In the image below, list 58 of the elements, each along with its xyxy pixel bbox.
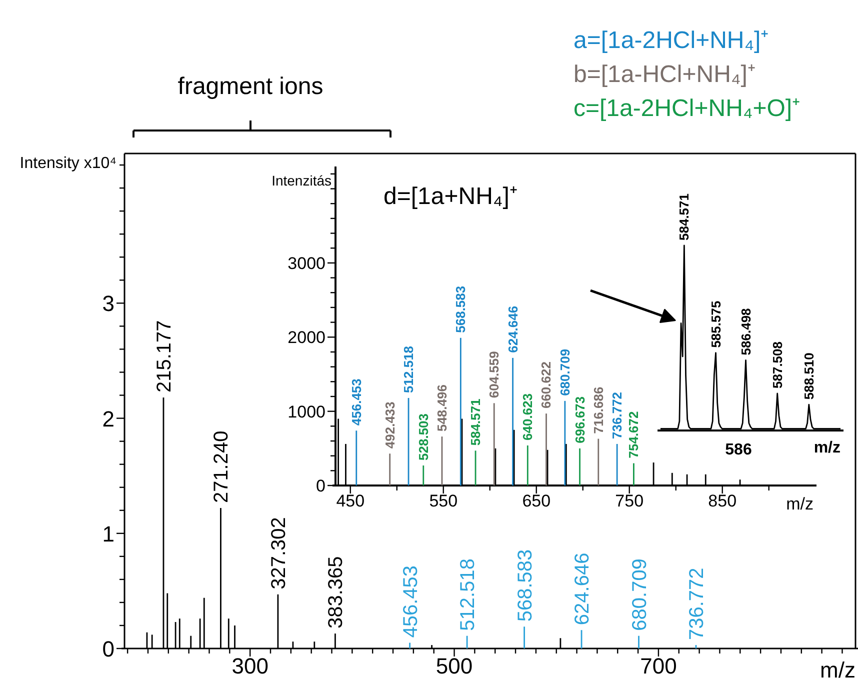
annotation: 640.623 (520, 393, 536, 440)
annotation: 456.453 (400, 565, 422, 638)
y-axis-title: Intensity x10⁴ (20, 155, 117, 172)
annotation: 585.575 (708, 300, 724, 348)
annotation: 584.571 (468, 398, 484, 446)
annotation: 215.177 (153, 320, 176, 393)
annotation: 584.571 (676, 194, 692, 240)
x-tick-label: 300 (232, 654, 268, 678)
annotation: 548.496 (434, 384, 450, 432)
text: a=[1a-2HCl+NH₄]⁺ (574, 27, 769, 54)
x-tick-label: 850 (708, 492, 737, 510)
x-tick-label: 450 (336, 492, 365, 510)
annotation: 624.646 (505, 306, 520, 353)
y-tick-label: 2 (102, 406, 115, 432)
annotation: 512.518 (401, 346, 416, 393)
annotation: 492.433 (382, 402, 398, 449)
y-tick-label: 3000 (288, 254, 326, 273)
y-tick-label: 0 (102, 636, 115, 662)
annotation: 568.583 (514, 549, 536, 622)
annotation: 604.559 (486, 351, 502, 398)
annotation: 528.503 (416, 413, 431, 460)
annotation: 716.686 (590, 386, 606, 434)
annotation: 327.302 (268, 517, 290, 590)
annotation: 736.772 (610, 392, 625, 439)
annotation: 680.709 (557, 348, 572, 396)
x-tick-label: 550 (429, 492, 458, 510)
annotation: 587.508 (770, 342, 785, 388)
x-tick-label: 650 (522, 492, 551, 510)
annotation: d=[1a+NH₄]⁺ (384, 183, 518, 210)
y-tick-label: 1 (102, 521, 115, 546)
annotation: 696.673 (572, 396, 588, 444)
annotation: 754.672 (626, 411, 642, 458)
annotation: 660.622 (538, 362, 554, 409)
annotation: 383.365 (325, 556, 348, 629)
y-tick-label: 2000 (288, 328, 326, 348)
annotation: 680.709 (628, 558, 651, 631)
x-tick-label: 750 (615, 492, 644, 510)
annotation: 736.772 (686, 568, 708, 640)
x-tick-label: 700 (640, 654, 677, 678)
text: b=[1a-HCl+NH₄]⁺ (574, 61, 756, 88)
y-tick-label: 3 (102, 291, 115, 316)
annotation: 271.240 (210, 430, 233, 504)
annotation: 456.453 (348, 378, 364, 426)
x-axis-title: m/z (814, 440, 840, 456)
x-axis-title: m/z (820, 658, 856, 682)
text: c=[1a-2HCl+NH₄+O]⁺ (574, 95, 800, 122)
x-tick-label: 500 (436, 654, 473, 678)
annotation: 512.518 (457, 558, 480, 631)
y-tick-label: 0 (316, 476, 326, 496)
annotation: 588.510 (801, 352, 816, 400)
text: fragment ions (178, 73, 324, 100)
annotation: 586.498 (738, 308, 754, 356)
annotation: 586 (725, 442, 752, 458)
x-axis-title: m/z (786, 494, 814, 514)
annotation: 568.583 (453, 286, 468, 333)
annotation: 624.646 (572, 552, 594, 626)
y-axis-title: Intenzitás (272, 172, 332, 188)
y-tick-label: 1000 (288, 402, 326, 422)
